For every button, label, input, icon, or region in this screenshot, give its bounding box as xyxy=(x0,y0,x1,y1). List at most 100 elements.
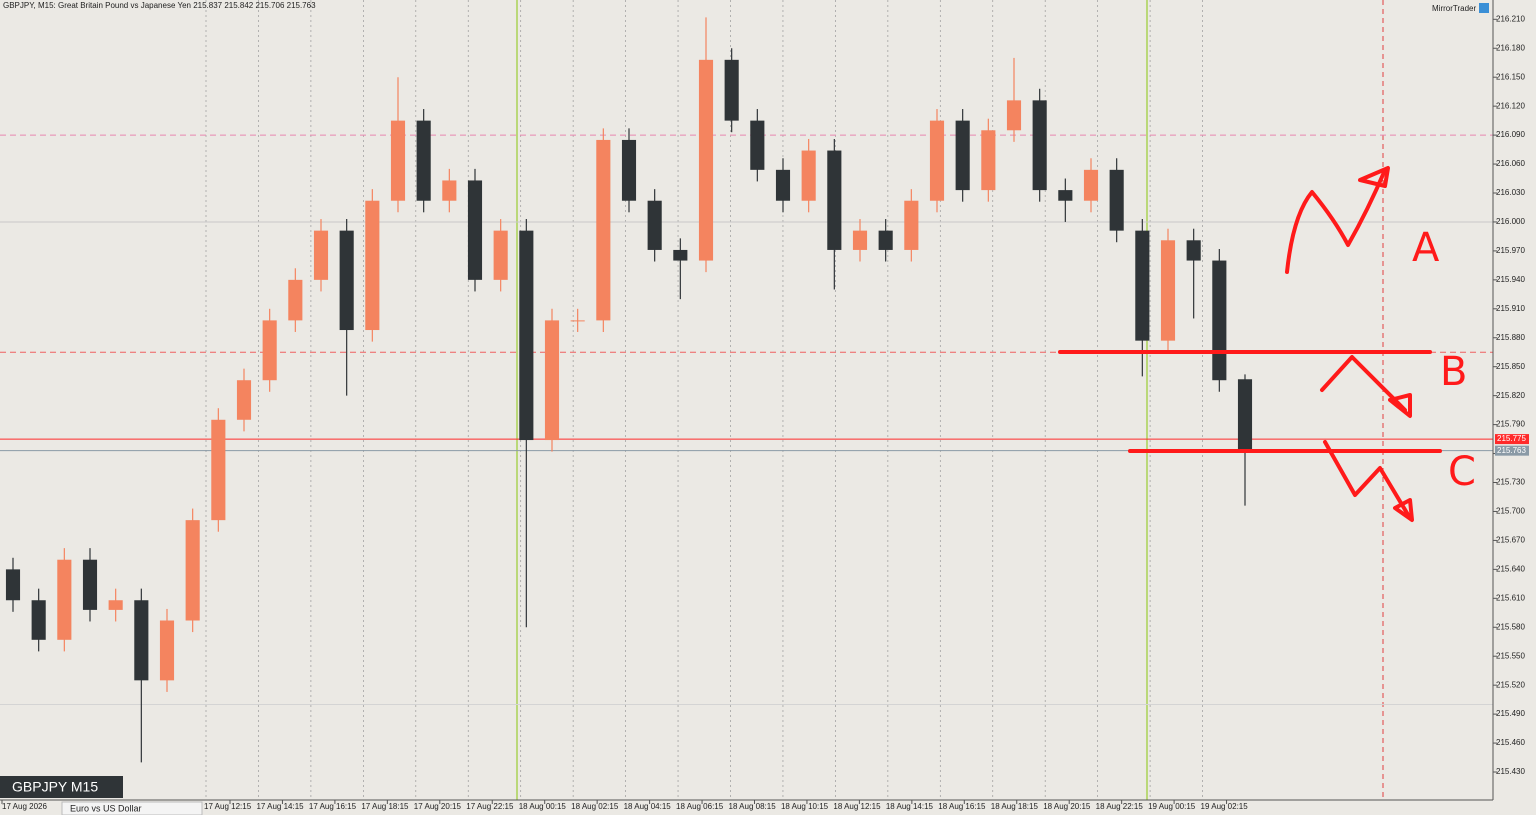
candle-body xyxy=(801,150,816,201)
y-tick-label: 216.090 xyxy=(1496,130,1525,139)
x-tick-label: 18 Aug 08:15 xyxy=(729,802,777,811)
y-tick-label: 215.670 xyxy=(1496,536,1525,545)
y-tick-label: 215.460 xyxy=(1496,738,1525,747)
x-tick-label: 18 Aug 02:15 xyxy=(571,802,619,811)
y-tick-label: 216.150 xyxy=(1496,72,1525,81)
candle-body xyxy=(519,230,534,441)
y-tick-label: 215.640 xyxy=(1496,564,1525,573)
x-tick-label: 17 Aug 14:15 xyxy=(256,802,304,811)
candle-body xyxy=(904,200,919,250)
y-tick-label: 216.180 xyxy=(1496,43,1525,52)
x-tick-label: 18 Aug 00:15 xyxy=(519,802,567,811)
candle-body xyxy=(1237,379,1253,451)
candle-body xyxy=(1212,260,1227,381)
y-tick-label: 216.060 xyxy=(1496,159,1525,168)
tab-label[interactable]: Euro vs US Dollar xyxy=(70,803,142,813)
y-tick-label: 216.030 xyxy=(1496,188,1525,197)
x-tick-label: 17 Aug 12:15 xyxy=(204,802,252,811)
candle-body xyxy=(134,600,149,681)
x-tick-label: 18 Aug 12:15 xyxy=(833,802,881,811)
candle-body xyxy=(596,139,611,321)
candle-body xyxy=(929,120,945,201)
candle-body xyxy=(1186,240,1201,261)
candle-body xyxy=(673,249,688,261)
x-tick-label: 18 Aug 04:15 xyxy=(624,802,672,811)
y-tick-label: 215.550 xyxy=(1496,651,1525,660)
x-tick-label: 18 Aug 10:15 xyxy=(781,802,829,811)
x-tick-label: 18 Aug 14:15 xyxy=(886,802,934,811)
candle-body xyxy=(262,320,277,381)
candle-body xyxy=(416,120,431,201)
y-tick-label: 215.820 xyxy=(1496,391,1525,400)
x-tick-label: 19 Aug 00:15 xyxy=(1148,802,1196,811)
tab[interactable] xyxy=(61,801,203,815)
y-tick-label: 215.790 xyxy=(1496,420,1525,429)
candle-body xyxy=(5,569,21,601)
y-tick-label: 215.880 xyxy=(1496,333,1525,342)
candle-body xyxy=(878,230,893,250)
price-tag xyxy=(1495,434,1529,445)
x-axis: 17 Aug 2026 17 Aug 12:15 17 Aug 14:15 17 Au… xyxy=(1,800,1249,811)
price-tag-label: 215.775 xyxy=(1497,434,1526,443)
annotation: B xyxy=(1440,349,1467,395)
x-tick-label: 18 Aug 20:15 xyxy=(1043,802,1091,811)
x-tick-label: 17 Aug 22:15 xyxy=(466,802,514,811)
x-tick-label: 17 Aug 20:15 xyxy=(414,802,462,811)
arrow-c-head xyxy=(1393,498,1414,522)
candle-body xyxy=(827,150,842,250)
price-tag xyxy=(1495,445,1529,456)
candle-body xyxy=(467,180,483,280)
y-tick-label: 215.940 xyxy=(1496,275,1525,284)
x-tick-label: 18 Aug 18:15 xyxy=(991,802,1039,811)
candle-body xyxy=(339,230,354,331)
candle-body xyxy=(236,380,252,420)
y-tick-label: 215.490 xyxy=(1496,709,1525,718)
candle-body xyxy=(185,520,200,621)
candle-body xyxy=(698,59,714,261)
x-tick-label: 18 Aug 16:15 xyxy=(938,802,986,811)
candle-body xyxy=(544,320,560,441)
candle-body xyxy=(724,59,739,121)
arrow-a xyxy=(1285,168,1387,274)
arrow-b xyxy=(1320,355,1407,412)
y-tick-label: 215.910 xyxy=(1496,304,1525,313)
candle-body xyxy=(647,200,662,250)
candle-body xyxy=(750,120,765,170)
symbol-box xyxy=(0,776,123,798)
candle-body xyxy=(1006,100,1022,131)
x-tick-label: 17 Aug 18:15 xyxy=(361,802,409,811)
y-tick-label: 215.610 xyxy=(1496,593,1525,602)
y-tick-label: 215.700 xyxy=(1496,507,1525,516)
grid xyxy=(205,0,1203,800)
candle-body xyxy=(57,559,72,640)
candle-body xyxy=(1135,230,1150,341)
candle-body xyxy=(31,600,46,640)
candle-body xyxy=(82,559,98,610)
y-tick-label: 215.580 xyxy=(1496,622,1525,631)
y-tick-label: 216.120 xyxy=(1496,101,1525,110)
candle-body xyxy=(159,620,175,681)
price-tag-label: 215.763 xyxy=(1497,446,1526,455)
candle-body xyxy=(1058,190,1073,201)
y-tick-label: 215.850 xyxy=(1496,362,1525,371)
y-tick-label: 215.970 xyxy=(1496,246,1525,255)
arrow-b-head xyxy=(1388,393,1412,418)
candle-body xyxy=(108,600,123,610)
arrow-a-head xyxy=(1358,166,1390,188)
candle-body xyxy=(981,130,996,191)
candle-body xyxy=(955,120,970,191)
candle-body xyxy=(288,279,303,321)
x-tick-label: 19 Aug 02:15 xyxy=(1201,802,1249,811)
x-tick-label: 18 Aug 22:15 xyxy=(1096,802,1144,811)
y-axis: 216.210 216.180 216.150 216.120 216.090 216.0… xyxy=(1493,14,1529,776)
candle-body xyxy=(852,230,868,250)
x-tick-label: 18 Aug 06:15 xyxy=(676,802,724,811)
candle-body xyxy=(1083,169,1099,201)
candle-body xyxy=(1109,169,1124,231)
candle-body xyxy=(365,200,380,331)
watermark: MirrorTrader xyxy=(1432,4,1476,13)
annotation: C xyxy=(1448,449,1476,495)
candle-body xyxy=(442,180,457,201)
